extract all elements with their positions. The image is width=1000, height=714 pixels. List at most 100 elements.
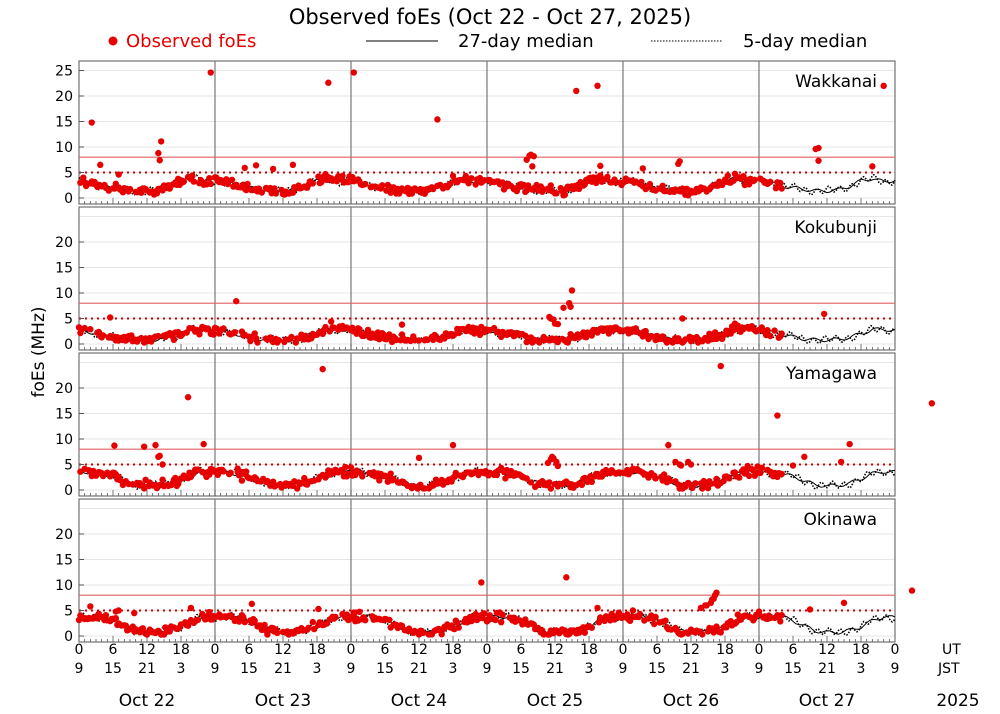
observed-point: [677, 462, 685, 469]
y-tick-label: 25: [55, 64, 73, 80]
observed-point: [699, 631, 706, 638]
y-tick-label: 0: [64, 483, 73, 499]
observed-outlier: [206, 608, 213, 616]
observed-point: [604, 173, 611, 181]
observed-point: [112, 615, 120, 622]
observed-point: [356, 326, 363, 333]
observed-point: [272, 190, 280, 197]
observed-point: [220, 325, 227, 332]
observed-point: [301, 474, 308, 482]
observed-outlier: [248, 600, 256, 608]
observed-outlier: [731, 320, 739, 327]
observed-outlier: [908, 587, 916, 594]
observed-point: [411, 627, 418, 635]
observed-point: [190, 178, 197, 185]
jst-tick-label: 15: [512, 661, 530, 677]
observed-point: [554, 462, 562, 470]
observed-outlier: [252, 162, 260, 169]
observed-point: [666, 477, 673, 484]
ut-tick-label: 6: [381, 642, 390, 658]
observed-point: [364, 326, 372, 334]
ut-tick-label: 0: [619, 642, 628, 658]
observed-point: [362, 180, 369, 188]
y-tick-label: 5: [64, 604, 73, 620]
observed-point: [184, 622, 192, 629]
observed-point: [636, 610, 644, 618]
observed-point: [662, 617, 669, 624]
observed-point: [359, 473, 366, 480]
observed-point: [777, 618, 784, 625]
observed-point: [362, 617, 369, 624]
observed-outlier: [815, 144, 822, 152]
observed-outlier: [573, 87, 580, 95]
jst-tick-label: 9: [755, 661, 764, 677]
observed-outlier: [806, 606, 814, 613]
jst-tick-label: 3: [313, 661, 322, 677]
observed-point: [157, 138, 165, 145]
observed-point: [243, 468, 250, 475]
legend-5day-label: 5-day median: [743, 31, 867, 52]
observed-point: [271, 185, 278, 192]
y-tick-label: 10: [55, 432, 73, 448]
y-tick-label: 20: [55, 381, 73, 397]
observed-point: [251, 617, 258, 624]
ut-label: UT: [942, 642, 961, 658]
y-tick-label: 15: [55, 553, 73, 569]
observed-point: [771, 327, 778, 334]
observed-outlier: [207, 69, 214, 76]
ut-tick-label: 12: [682, 642, 700, 658]
observed-point: [530, 152, 537, 160]
observed-point: [228, 176, 236, 183]
observed-point: [652, 613, 659, 621]
ut-tick-label: 12: [274, 642, 292, 658]
observed-outlier: [200, 440, 207, 448]
observed-point: [347, 464, 355, 471]
observed-point: [498, 619, 505, 626]
ut-tick-label: 0: [755, 642, 764, 658]
observed-outlier: [106, 314, 114, 321]
observed-point: [689, 484, 696, 492]
observed-outlier: [415, 454, 423, 462]
observed-point: [777, 179, 784, 187]
observed-point: [745, 472, 753, 480]
panel-yamagawa: 0 5 10 15 20 Yamagawa: [55, 352, 936, 499]
legend-27day-label: 27-day median: [458, 31, 594, 52]
observed-point: [240, 613, 247, 621]
observed-point: [726, 475, 733, 482]
observed-point: [231, 329, 238, 336]
observed-point: [155, 332, 162, 340]
y-tick-label: 20: [55, 527, 73, 543]
observed-outlier: [184, 393, 192, 401]
jst-tick-label: 15: [104, 661, 122, 677]
jst-tick-label: 3: [449, 661, 458, 677]
y-tick-label: 5: [64, 458, 73, 474]
observed-point: [499, 611, 506, 618]
observed-point: [224, 180, 231, 188]
observed-point: [527, 479, 535, 486]
observed-point: [81, 324, 88, 332]
observed-point: [767, 332, 774, 340]
observed-point: [332, 613, 339, 621]
observed-point: [189, 172, 196, 179]
observed-outlier: [88, 119, 95, 126]
observed-point: [275, 337, 282, 344]
jst-tick-label: 21: [818, 661, 836, 677]
observed-outlier: [789, 462, 797, 469]
jst-tick-label: 21: [274, 661, 292, 677]
jst-tick-label: 21: [410, 661, 428, 677]
observed-point: [588, 624, 595, 631]
observed-point: [468, 175, 475, 182]
observed-point: [288, 333, 295, 341]
observed-point: [152, 441, 159, 449]
observed-point: [207, 180, 214, 188]
observed-point: [241, 618, 248, 626]
observed-outlier: [241, 164, 248, 172]
observed-point: [758, 464, 765, 471]
legend-observed-label: Observed foEs: [126, 31, 256, 52]
ut-tick-label: 12: [410, 642, 428, 658]
observed-point: [206, 175, 213, 182]
observed-point: [438, 631, 445, 638]
panels: 0 5 10 15 20 25 Wakkanai 0 5 10 15 20 Kokubunji 0 5 10 1…: [55, 60, 936, 645]
jst-tick-label: 9: [211, 661, 220, 677]
